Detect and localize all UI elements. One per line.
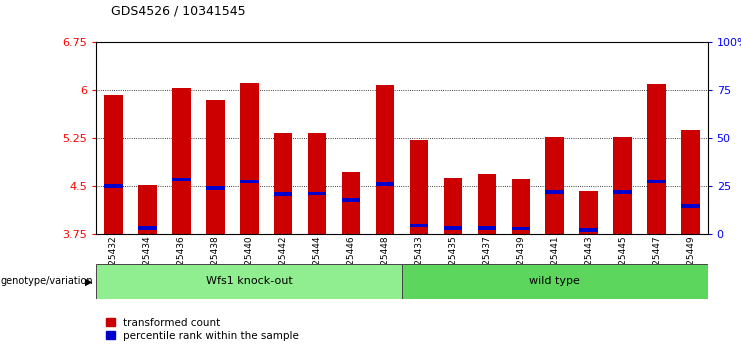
Bar	[681, 130, 700, 234]
Bar	[308, 133, 327, 234]
Bar	[342, 198, 360, 202]
Bar	[579, 191, 598, 234]
Bar	[206, 186, 225, 189]
Bar	[308, 192, 327, 195]
Text: wild type: wild type	[529, 276, 580, 286]
Bar	[579, 228, 598, 232]
Bar	[376, 182, 394, 186]
Text: genotype/variation: genotype/variation	[1, 276, 93, 286]
Bar	[206, 101, 225, 234]
Bar	[614, 137, 632, 234]
Bar	[240, 82, 259, 234]
Bar	[614, 190, 632, 194]
Bar	[681, 205, 700, 208]
Text: ▶: ▶	[85, 276, 93, 286]
Bar	[477, 226, 496, 230]
Text: Wfs1 knock-out: Wfs1 knock-out	[206, 276, 293, 286]
Legend: transformed count, percentile rank within the sample: transformed count, percentile rank withi…	[102, 314, 304, 345]
Bar	[444, 178, 462, 234]
Bar	[240, 179, 259, 183]
Bar	[410, 140, 428, 234]
Bar	[410, 224, 428, 227]
Bar	[511, 179, 531, 234]
Bar	[444, 226, 462, 230]
Bar	[273, 192, 293, 196]
Bar	[545, 190, 564, 194]
Bar	[402, 264, 708, 299]
Bar	[96, 264, 402, 299]
Bar	[376, 85, 394, 234]
Bar	[648, 179, 666, 183]
Bar	[273, 133, 293, 234]
Text: GDS4526 / 10341545: GDS4526 / 10341545	[111, 5, 246, 18]
Bar	[648, 84, 666, 234]
Bar	[342, 172, 360, 234]
Bar	[172, 178, 190, 181]
Bar	[138, 226, 156, 230]
Bar	[545, 137, 564, 234]
Bar	[172, 88, 190, 234]
Bar	[104, 184, 123, 188]
Bar	[138, 184, 156, 234]
Bar	[511, 227, 531, 230]
Bar	[477, 175, 496, 234]
Bar	[104, 95, 123, 234]
